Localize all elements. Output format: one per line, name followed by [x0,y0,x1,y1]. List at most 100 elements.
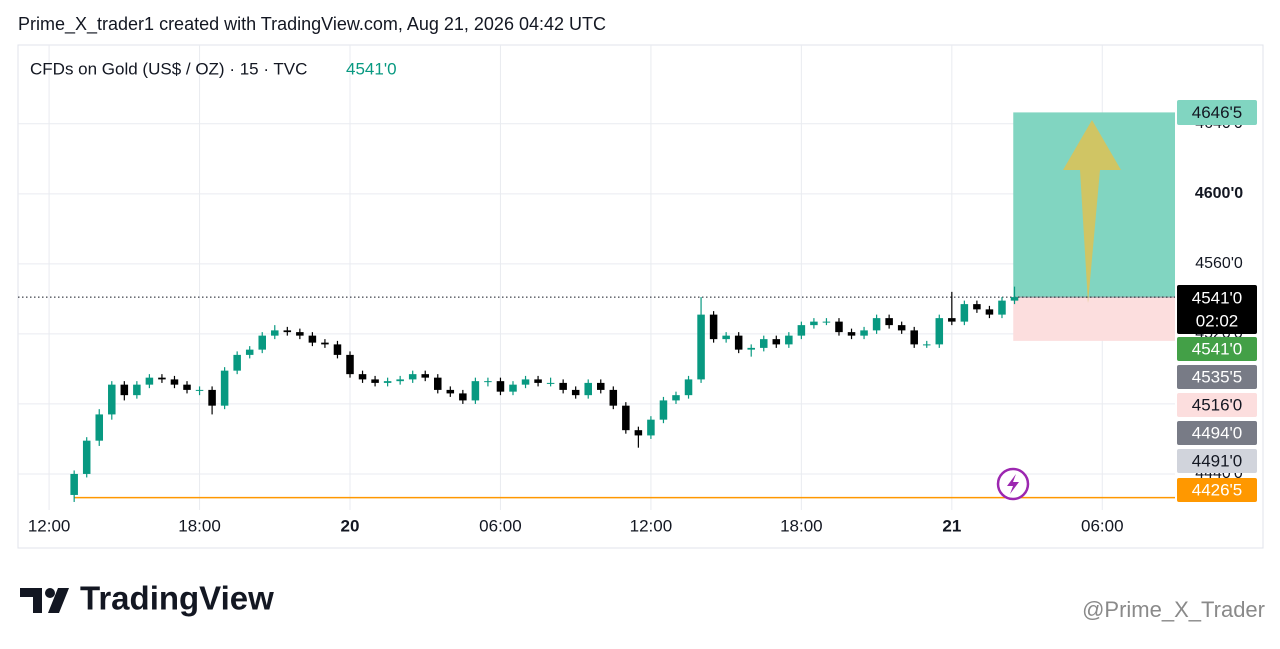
candle-body [308,335,317,343]
candle-body [734,335,743,350]
candle-body [95,414,104,441]
watermark: @Prime_X_Trader [1082,597,1265,622]
candle-body [609,389,618,406]
candle-body [910,330,918,345]
candle-body [1010,297,1019,301]
target-arrow [1063,120,1121,303]
stop-zone [1013,297,1175,341]
candle-body [396,379,404,382]
candle-body [785,335,793,345]
brand-logo [20,588,69,613]
candle-body [597,382,605,390]
candle-body [709,314,718,340]
candle-body [133,384,141,396]
candle-body [220,370,229,406]
candle-body [634,430,643,436]
candle-body [935,318,944,345]
x-tick-label: 12:00 [630,516,673,535]
candle-body [922,344,931,346]
candle-body [684,379,693,396]
candle-body [810,321,818,326]
candle-body [358,374,367,380]
candle-body [271,330,279,336]
candle-body [772,339,781,345]
price-badge [1177,449,1257,473]
price-badge-label: 4646'5 [1192,103,1243,122]
x-tick-label: 18:00 [178,516,221,535]
price-badge [1177,337,1257,361]
candle-body [822,321,831,323]
candle-body [847,332,856,336]
candle-body [283,330,292,333]
x-tick-label: 21 [942,516,961,535]
candle-body [82,440,91,474]
candle-body [571,389,580,396]
candle-body [459,393,467,401]
candle-body [108,384,116,415]
price-badge [1177,365,1257,389]
alert-icon [996,467,1030,501]
candle-body [747,347,755,350]
candle-body [672,395,680,401]
price-badge [1177,393,1257,417]
candle-body [245,349,254,355]
candle-body [484,381,492,383]
candle-body [647,419,655,436]
plot: 4440'04480'04520'04560'04600'04640'012:0… [18,45,1243,535]
candle-body [985,309,994,315]
candle-body [195,389,204,391]
countdown: 02:02 [1196,311,1239,330]
candle-body [296,332,304,336]
candle-body [948,318,956,322]
y-tick-label: 4560'0 [1195,255,1243,272]
candle-body [897,325,906,331]
candle-body [208,389,216,406]
candle-body [872,318,881,331]
candle-body [960,304,969,322]
candle-body [722,335,730,340]
x-tick-label: 06:00 [1081,516,1124,535]
brand: TradingView [80,580,274,617]
candle-body [145,377,154,385]
candle-body [973,304,981,310]
candle-body [333,344,342,355]
candle-body [183,384,191,390]
candle-body [258,335,267,350]
y-tick-label: 4600'0 [1195,185,1243,202]
candle-body [170,379,179,385]
candle-body [797,325,806,336]
candle-body [496,381,505,392]
candle-body [509,384,517,392]
candle-body [70,473,78,495]
x-tick-label: 18:00 [780,516,823,535]
x-tick-label: 20 [341,516,360,535]
candle-body [383,381,392,383]
price-badge-label: 4516'0 [1192,395,1243,414]
chart-frame [17,44,1264,549]
candle-body [622,405,630,431]
candle-body [998,300,1006,315]
legend-value: 4541'0 [346,59,397,78]
candle-body [346,354,354,375]
candle-body [860,330,868,336]
candle-body [446,389,455,394]
candle-body [584,382,592,396]
candle-body [321,342,329,345]
candle-body [471,381,480,401]
candle-body [434,377,442,390]
price-badge-label: 4494'0 [1192,423,1243,442]
candle-body [521,379,530,385]
price-badge-label: 4541'0 [1192,339,1243,358]
price-badge [1177,478,1257,502]
candle-body [546,382,555,384]
candle-body [697,314,705,380]
candle-body [559,382,567,390]
legend-title: CFDs on Gold (US$ / OZ) · 15 · TVC [30,59,307,78]
candle-body [408,374,417,380]
candle-body [421,374,429,378]
price-badge-label: 4491'0 [1192,451,1243,470]
price-badge-label: 4535'5 [1192,367,1243,386]
candle-body [158,377,166,380]
